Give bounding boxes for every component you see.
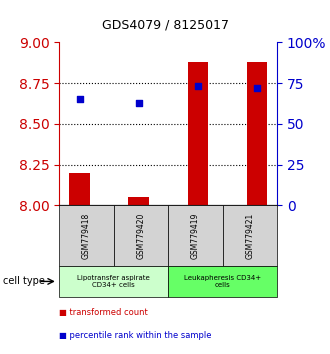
Text: GDS4079 / 8125017: GDS4079 / 8125017 [102, 18, 228, 31]
Bar [128, 197, 149, 205]
Text: Leukapheresis CD34+
cells: Leukapheresis CD34+ cells [184, 275, 261, 288]
Text: GSM779419: GSM779419 [191, 212, 200, 259]
Text: GSM779421: GSM779421 [246, 212, 254, 258]
Text: ■ transformed count: ■ transformed count [59, 308, 148, 317]
Text: GSM779418: GSM779418 [82, 212, 91, 258]
Text: Lipotransfer aspirate
CD34+ cells: Lipotransfer aspirate CD34+ cells [78, 275, 150, 288]
Point [195, 84, 201, 89]
Bar [69, 173, 90, 205]
Point [77, 97, 82, 102]
Bar [187, 62, 208, 205]
Point [136, 100, 141, 105]
Text: GSM779420: GSM779420 [137, 212, 146, 259]
Text: cell type: cell type [3, 276, 45, 286]
Bar [247, 62, 267, 205]
Text: ■ percentile rank within the sample: ■ percentile rank within the sample [59, 331, 212, 340]
Point [254, 85, 260, 91]
